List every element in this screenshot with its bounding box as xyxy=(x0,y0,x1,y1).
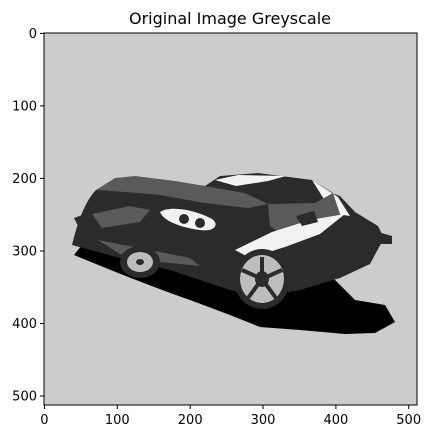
car-front-wheel xyxy=(120,246,160,278)
y-tick-label: 200 xyxy=(12,172,37,187)
y-axis: 0 100 200 300 400 500 xyxy=(12,27,44,405)
x-tick-label: 400 xyxy=(323,413,348,428)
figure-title: Original Image Greyscale xyxy=(129,9,331,28)
x-tick: 300 xyxy=(251,405,276,428)
car-mirror xyxy=(296,211,318,226)
y-tick-label: 300 xyxy=(12,245,37,260)
x-tick-label: 100 xyxy=(105,413,130,428)
y-tick: 400 xyxy=(12,317,44,332)
image-area xyxy=(44,33,417,405)
car-spoiler xyxy=(340,224,392,244)
y-tick: 500 xyxy=(12,390,44,405)
axes-frame xyxy=(43,32,418,406)
y-tick: 300 xyxy=(12,245,44,260)
x-tick: 400 xyxy=(323,405,348,428)
car-windshield-glare xyxy=(215,175,286,186)
car-illustration xyxy=(72,173,395,334)
x-axis: 0 100 200 300 400 500 xyxy=(40,405,421,428)
x-tick: 200 xyxy=(178,405,203,428)
car-rear-wheel xyxy=(234,249,290,309)
car-grille xyxy=(92,206,150,228)
x-tick: 500 xyxy=(396,405,421,428)
x-tick: 100 xyxy=(105,405,130,428)
x-tick: 0 xyxy=(40,405,49,428)
x-tick-label: 500 xyxy=(396,413,421,428)
y-tick-label: 0 xyxy=(29,27,37,42)
y-tick: 200 xyxy=(12,172,44,187)
x-tick-label: 300 xyxy=(251,413,276,428)
y-tick-label: 400 xyxy=(12,317,37,332)
car-hood xyxy=(96,176,268,208)
y-tick-label: 100 xyxy=(12,100,37,115)
x-tick-label: 200 xyxy=(178,413,203,428)
y-tick: 0 xyxy=(29,27,44,42)
x-tick-label: 0 xyxy=(40,413,48,428)
car-headlight-lens-2 xyxy=(195,218,205,228)
y-tick: 100 xyxy=(12,100,44,115)
car-side-highlight xyxy=(235,214,345,258)
car-headlight-lens-1 xyxy=(179,214,189,224)
y-tick-label: 500 xyxy=(12,390,37,405)
